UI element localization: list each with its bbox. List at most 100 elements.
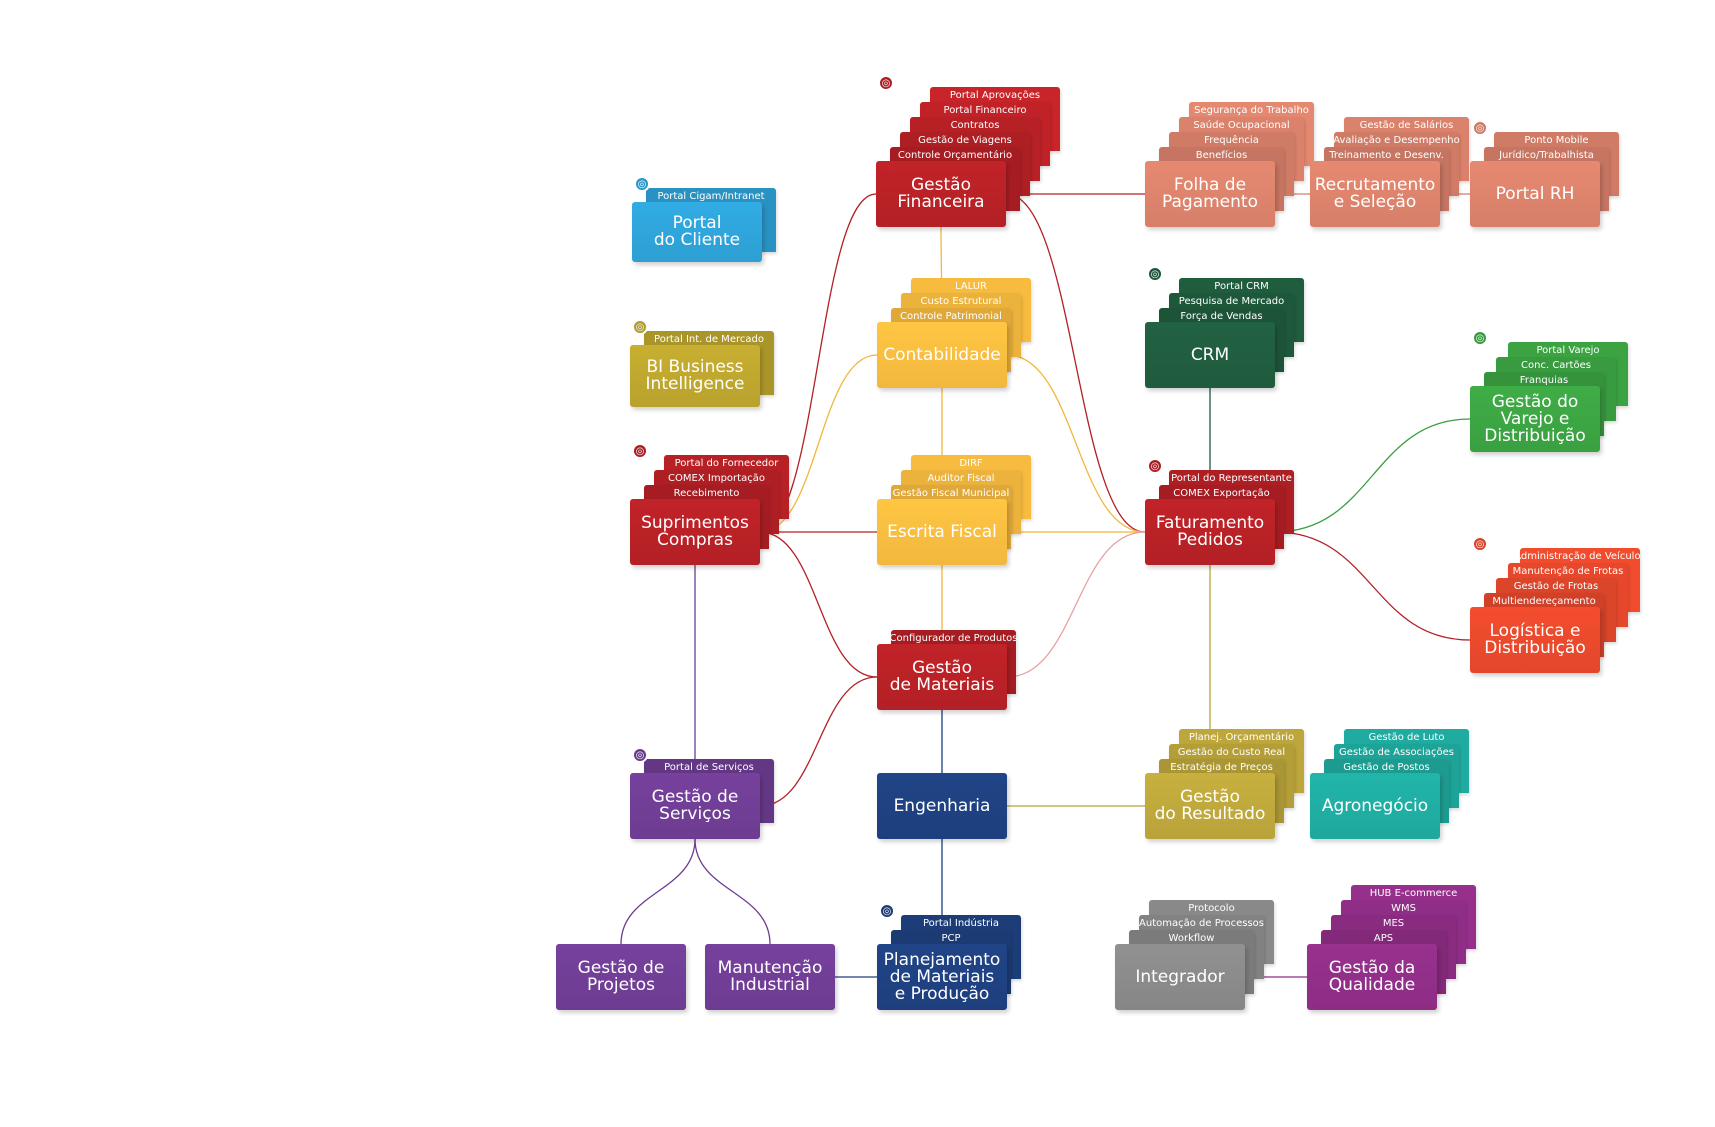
sub-module-label: Gestão de Viagens (918, 135, 1012, 146)
sub-module-label: Portal do Fornecedor (674, 458, 779, 469)
sub-module-label: Gestão do Custo Real (1177, 747, 1286, 758)
sub-module-label: Controle Orçamentário (897, 150, 1013, 161)
module-contabilidade[interactable]: Contabilidade (877, 322, 1007, 388)
module-label: Escrita Fiscal (887, 521, 997, 542)
connector-faturamento-logistica (1274, 531, 1471, 641)
module-label: Faturamento Pedidos (1155, 513, 1265, 550)
sub-module-label: Portal do Representante (1171, 473, 1292, 484)
module-engenharia[interactable]: Engenharia (877, 773, 1007, 839)
module-faturamento[interactable]: Faturamento Pedidos (1145, 499, 1275, 565)
module-label: BI Business Intelligence (645, 357, 745, 394)
sub-module-label: COMEX Exportação (1173, 488, 1270, 499)
sub-module-label: Protocolo (1188, 903, 1235, 914)
module-integrador[interactable]: Integrador (1115, 944, 1245, 1010)
module-label: Gestão Financeira (897, 175, 985, 212)
sub-module-label: Planej. Orçamentário (1188, 732, 1295, 743)
globe-icon: ◎ (878, 75, 894, 91)
module-crm[interactable]: CRM (1145, 322, 1275, 388)
module-recrutamento[interactable]: Recrutamento e Seleção (1310, 161, 1440, 227)
sub-module-label: Conc. Cartões (1521, 360, 1591, 371)
sub-module-label: Manutenção de Frotas (1512, 566, 1624, 577)
module-portal-rh[interactable]: Portal RH (1470, 161, 1600, 227)
connector-contabilidade-faturamento (1006, 354, 1146, 533)
sub-module-label: Recebimento (673, 488, 740, 499)
globe-icon: ◎ (1472, 536, 1488, 552)
sub-module-label: Estratégia de Preços (1170, 762, 1273, 773)
sub-module-label: APS (1373, 933, 1394, 944)
sub-module-label: DIRF (959, 458, 983, 469)
sub-module-label: Automação de Processos (1139, 918, 1264, 929)
sub-module-label: Multiendereçamento (1492, 596, 1596, 607)
sub-module-label: Portal de Serviços (664, 762, 754, 773)
module-label: Gestão do Resultado (1154, 787, 1266, 824)
sub-module-label: Portal Indústria (922, 918, 1000, 929)
module-suprimentos[interactable]: Suprimentos Compras (630, 499, 760, 565)
module-label: CRM (1190, 344, 1230, 365)
module-label: Recrutamento e Seleção (1314, 175, 1436, 212)
module-label: Portal RH (1495, 183, 1575, 204)
module-label: Gestão de Materiais (889, 658, 995, 695)
sub-module-label: LALUR (955, 281, 987, 292)
sub-module-label: Gestão de Luto (1368, 732, 1445, 743)
sub-module-label: Portal CRM (1214, 281, 1269, 292)
globe-icon: ◎ (879, 903, 895, 919)
sub-module-label: Portal Varejo (1536, 345, 1600, 356)
module-folha[interactable]: Folha de Pagamento (1145, 161, 1275, 227)
sub-module-label: Workflow (1168, 933, 1215, 944)
module-portal-cliente[interactable]: Portal do Cliente (632, 202, 762, 262)
module-label: Logística e Distribuição (1484, 621, 1586, 658)
module-label: Portal do Cliente (653, 213, 741, 250)
globe-icon: ◎ (632, 319, 648, 335)
connector-suprimentos-contabilidade (759, 354, 878, 533)
module-logistica[interactable]: Logística e Distribuição (1470, 607, 1600, 673)
sub-module-label: Controle Patrimonial (900, 311, 1002, 322)
sub-module-label: Portal Int. de Mercado (654, 334, 764, 345)
module-label: Gestão de Serviços (651, 787, 739, 824)
module-bi[interactable]: BI Business Intelligence (630, 345, 760, 407)
globe-icon: ◎ (1147, 266, 1163, 282)
module-label: Suprimentos Compras (641, 513, 749, 550)
module-gestao-projetos[interactable]: Gestão de Projetos (556, 944, 686, 1010)
sub-module-label: Frequência (1204, 135, 1259, 146)
sub-module-label: Ponto Mobile (1524, 135, 1589, 146)
sub-module-label: Gestão de Associações (1339, 747, 1454, 758)
module-qualidade[interactable]: Gestão da Qualidade (1307, 944, 1437, 1010)
module-agronegocio[interactable]: Agronegócio (1310, 773, 1440, 839)
sub-module-label: Segurança do Trabalho (1194, 105, 1309, 116)
globe-icon: ◎ (632, 443, 648, 459)
module-label: Planejamento de Materiais e Produção (883, 949, 1001, 1004)
module-label: Gestão de Projetos (577, 958, 665, 995)
connector-gestao-servicos-gestao-projetos (620, 838, 696, 945)
module-varejo[interactable]: Gestão do Varejo e Distribuição (1470, 386, 1600, 452)
sub-module-label: Benefícios (1195, 150, 1248, 161)
connector-gestao-materiais-faturamento (1006, 531, 1146, 678)
sub-module-label: Gestão de Salários (1359, 120, 1454, 131)
module-manutencao[interactable]: Manutenção Industrial (705, 944, 835, 1010)
globe-icon: ◎ (634, 176, 650, 192)
globe-icon: ◎ (1472, 330, 1488, 346)
sub-module-label: Auditor Fiscal (927, 473, 995, 484)
sub-module-label: HUB E-commerce (1369, 888, 1458, 899)
module-label: Gestão do Varejo e Distribuição (1484, 391, 1586, 446)
sub-module-label: WMS (1391, 903, 1416, 914)
sub-module-label: Avaliação e Desempenho (1333, 135, 1460, 146)
sub-module-label: Gestão de Frotas (1513, 581, 1599, 592)
module-escrita-fiscal[interactable]: Escrita Fiscal (877, 499, 1007, 565)
module-resultado[interactable]: Gestão do Resultado (1145, 773, 1275, 839)
sub-module-label: Treinamento e Desenv. (1329, 150, 1444, 161)
connector-gestao-servicos-manutencao (694, 838, 771, 945)
module-gestao-materiais[interactable]: Gestão de Materiais (877, 644, 1007, 710)
connector-gestao-financeira-faturamento (1005, 193, 1146, 533)
sub-module-label: Saúde Ocupacional (1193, 120, 1290, 131)
module-label: Gestão da Qualidade (1328, 958, 1416, 995)
sub-module-label: Portal Cigam/Intranet (657, 191, 765, 202)
sub-module-label: Pesquisa de Mercado (1178, 296, 1285, 307)
connector-suprimentos-gestao-materiais (759, 531, 878, 678)
module-gestao-financeira[interactable]: Gestão Financeira (876, 161, 1006, 227)
module-planejamento[interactable]: Planejamento de Materiais e Produção (877, 944, 1007, 1010)
module-gestao-servicos[interactable]: Gestão de Serviços (630, 773, 760, 839)
sub-module-label: Gestão de Postos (1343, 762, 1430, 773)
globe-icon: ◎ (632, 747, 648, 763)
sub-module-label: Gestão Fiscal Municipal (892, 488, 1010, 499)
